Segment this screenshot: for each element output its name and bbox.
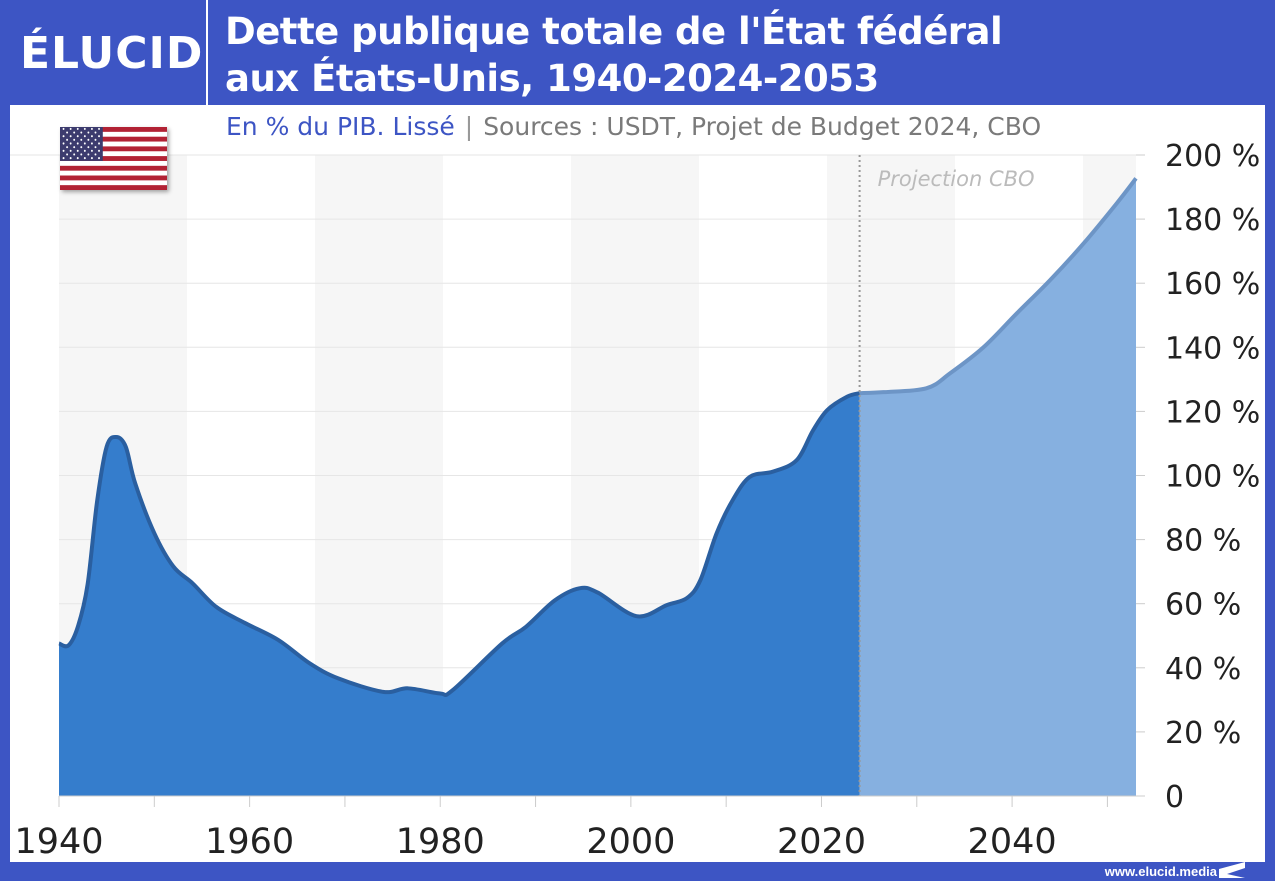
projection-area: [859, 178, 1136, 797]
y-tick-label: 20 %: [1165, 716, 1241, 751]
title-line-2: aux États-Unis, 1940-2024-2053: [225, 57, 879, 100]
y-tick-label: 80 %: [1165, 524, 1241, 559]
subtitle-sources: Sources : USDT, Projet de Budget 2024, C…: [483, 112, 1042, 141]
x-tick-label: 1940: [14, 822, 103, 862]
x-tick-label: 2020: [777, 822, 866, 862]
y-tick-label: 180 %: [1165, 203, 1260, 238]
historical-area: [59, 393, 860, 796]
y-tick-label: 40 %: [1165, 652, 1241, 687]
y-tick-label: 160 %: [1165, 267, 1260, 302]
y-tick-label: 200 %: [1165, 139, 1260, 174]
us-flag-icon: [60, 127, 167, 190]
header-divider: [206, 0, 208, 105]
subtitle-separator: |: [464, 112, 474, 141]
x-tick-label: 2000: [586, 822, 675, 862]
y-tick-label: 0: [1165, 780, 1184, 815]
footer-url[interactable]: www.elucid.media: [1104, 864, 1217, 879]
y-tick-label: 140 %: [1165, 331, 1260, 366]
elucid-mark-icon: [1219, 862, 1245, 878]
y-tick-label: 120 %: [1165, 395, 1260, 430]
title-line-1: Dette publique totale de l'État fédéral: [225, 10, 1003, 53]
chart-subtitle: En % du PIB. Lissé | Sources : USDT, Proje…: [226, 112, 1041, 141]
chart-title: Dette publique totale de l'État fédéral …: [225, 8, 1003, 102]
subtitle-unit: En % du PIB. Lissé: [226, 112, 455, 141]
projection-label: Projection CBO: [878, 167, 1035, 191]
x-tick-label: 2040: [968, 822, 1057, 862]
elucid-logo: ÉLUCID: [20, 28, 204, 79]
historical-line: [58, 391, 861, 698]
x-tick-label: 1980: [396, 822, 485, 862]
projection-line: [859, 177, 1138, 396]
y-tick-label: 60 %: [1165, 588, 1241, 623]
x-tick-label: 1960: [205, 822, 294, 862]
y-tick-label: 100 %: [1165, 460, 1260, 495]
